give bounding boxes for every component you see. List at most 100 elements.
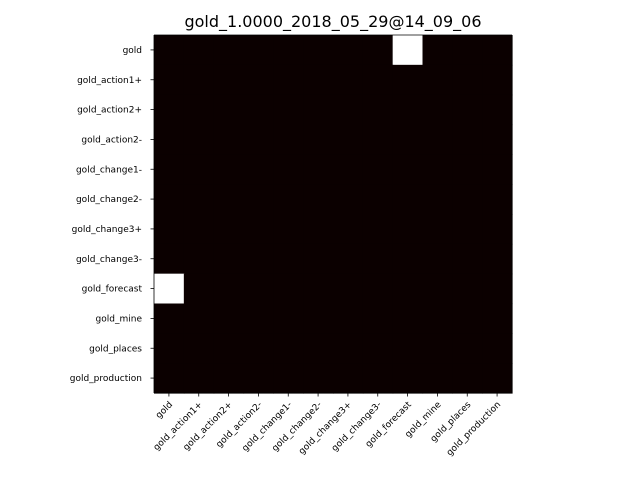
heatmap-cell xyxy=(273,243,304,275)
heatmap-cell xyxy=(452,35,483,66)
heatmap-cell xyxy=(183,124,215,155)
heatmap-cell xyxy=(154,184,185,215)
heatmap-cell xyxy=(273,333,304,364)
y-tick-label: gold_mine xyxy=(96,314,143,324)
y-tick-label: gold_forecast xyxy=(82,285,143,295)
heatmap-cell xyxy=(154,35,185,66)
heatmap-cells xyxy=(154,35,513,394)
y-tick-label: gold_action2+ xyxy=(77,106,142,116)
heatmap-cell xyxy=(303,124,334,155)
heatmap-cell xyxy=(154,64,185,96)
heatmap-cell xyxy=(333,363,364,394)
heatmap-cell xyxy=(333,184,364,215)
y-tick-label: gold_production xyxy=(70,374,142,384)
heatmap-cell xyxy=(213,184,245,215)
heatmap-cell xyxy=(482,243,513,275)
heatmap-cell xyxy=(333,303,364,334)
heatmap-cell xyxy=(243,184,274,215)
heatmap-cell xyxy=(362,273,394,305)
y-tick-label: gold xyxy=(123,46,142,56)
heatmap-cell xyxy=(392,64,424,96)
heatmap-cell xyxy=(452,333,483,364)
heatmap-cell xyxy=(482,214,513,245)
heatmap-cell xyxy=(213,363,245,394)
heatmap-cell xyxy=(213,154,245,185)
heatmap-cell xyxy=(243,124,274,155)
heatmap-cell xyxy=(422,124,453,155)
heatmap-cell xyxy=(154,333,185,364)
heatmap-cell xyxy=(183,363,215,394)
heatmap-cell xyxy=(303,333,334,364)
heatmap-cell xyxy=(482,333,513,364)
heatmap-cell xyxy=(183,214,215,245)
heatmap-cell xyxy=(333,94,364,126)
heatmap-cell xyxy=(213,35,245,66)
heatmap-cell xyxy=(482,273,513,305)
heatmap-cell xyxy=(452,64,483,96)
heatmap-cell xyxy=(243,35,274,66)
heatmap-cell xyxy=(273,184,304,215)
heatmap-cell xyxy=(273,64,304,96)
x-axis: goldgold_action1+gold_action2+gold_actio… xyxy=(152,392,512,458)
heatmap-cell xyxy=(482,154,513,185)
heatmap-cell xyxy=(333,124,364,155)
heatmap-cell xyxy=(183,94,215,126)
heatmap-cell xyxy=(303,35,334,66)
heatmap-cell xyxy=(213,124,245,155)
y-tick-label: gold_change1- xyxy=(76,165,142,175)
heatmap-cell xyxy=(362,94,394,126)
heatmap-cell xyxy=(154,214,185,245)
heatmap-cell xyxy=(452,214,483,245)
heatmap-cell xyxy=(362,303,394,334)
heatmap-cell xyxy=(333,154,364,185)
heatmap-cell xyxy=(362,64,394,96)
heatmap-cell xyxy=(482,124,513,155)
heatmap-cell xyxy=(452,124,483,155)
heatmap-cell xyxy=(243,243,274,275)
y-tick-label: gold_action2- xyxy=(81,135,142,145)
y-tick-label: gold_change3+ xyxy=(72,225,142,235)
heatmap-cell xyxy=(422,273,453,305)
heatmap-cell xyxy=(213,333,245,364)
heatmap-cell xyxy=(303,154,334,185)
y-tick-label: gold_change3- xyxy=(76,255,142,265)
heatmap-cell xyxy=(482,363,513,394)
heatmap-cell xyxy=(183,273,215,305)
heatmap-cell xyxy=(154,243,185,275)
heatmap-cell xyxy=(422,363,453,394)
heatmap-cell xyxy=(213,273,245,305)
heatmap-cell xyxy=(333,64,364,96)
heatmap-cell xyxy=(362,184,394,215)
heatmap-cell xyxy=(183,184,215,215)
heatmap-cell xyxy=(452,363,483,394)
heatmap-cell xyxy=(362,124,394,155)
heatmap-cell xyxy=(154,273,185,305)
heatmap-cell xyxy=(213,64,245,96)
heatmap-cell xyxy=(333,333,364,364)
heatmap-cell xyxy=(183,303,215,334)
heatmap-cell xyxy=(452,303,483,334)
heatmap-cell xyxy=(392,333,424,364)
heatmap-cell xyxy=(243,333,274,364)
heatmap-cell xyxy=(183,333,215,364)
heatmap-cell xyxy=(422,303,453,334)
heatmap-cell xyxy=(392,214,424,245)
heatmap-cell xyxy=(243,214,274,245)
heatmap-cell xyxy=(333,214,364,245)
heatmap-cell xyxy=(452,94,483,126)
heatmap-cell xyxy=(273,124,304,155)
heatmap-cell xyxy=(303,303,334,334)
heatmap-cell xyxy=(273,35,304,66)
heatmap-cell xyxy=(392,154,424,185)
heatmap-cell xyxy=(303,94,334,126)
heatmap-cell xyxy=(422,35,453,66)
heatmap-cell xyxy=(273,154,304,185)
heatmap-cell xyxy=(183,243,215,275)
heatmap-cell xyxy=(333,243,364,275)
heatmap-cell xyxy=(422,333,453,364)
heatmap-cell xyxy=(362,35,394,66)
y-tick-label: gold_places xyxy=(89,344,142,354)
x-tick-label: gold xyxy=(154,400,175,421)
heatmap-cell xyxy=(392,124,424,155)
heatmap-cell xyxy=(273,273,304,305)
